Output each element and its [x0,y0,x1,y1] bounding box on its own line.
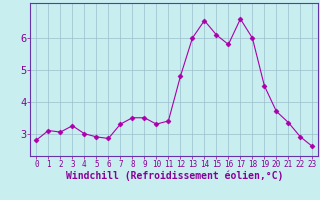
X-axis label: Windchill (Refroidissement éolien,°C): Windchill (Refroidissement éolien,°C) [66,171,283,181]
